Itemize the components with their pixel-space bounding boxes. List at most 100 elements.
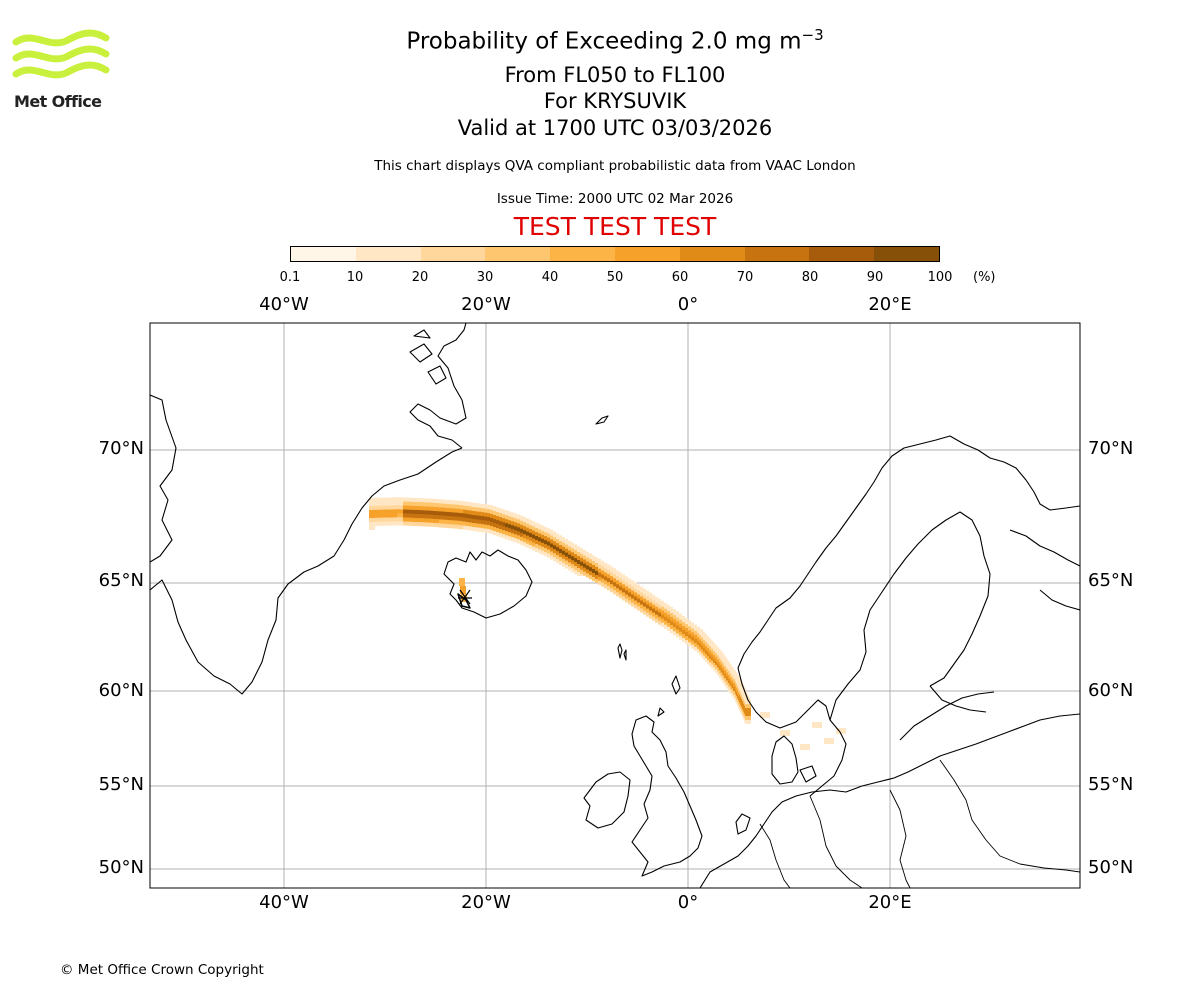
plume-cell xyxy=(703,635,709,640)
plume-cell xyxy=(694,626,700,631)
colorbar-unit: (%) xyxy=(973,270,996,285)
ash-plume xyxy=(369,497,846,750)
colorbar-tick-label: 20 xyxy=(411,270,429,285)
colorbar-tick-label: 30 xyxy=(476,270,494,285)
plume-cell xyxy=(722,659,729,664)
plume-cell xyxy=(699,631,705,636)
chart-title: Probability of Exceeding 2.0 mg m−3 xyxy=(406,26,824,55)
plume-cell xyxy=(460,586,466,594)
colorbar-tick-label: 60 xyxy=(671,270,689,285)
plume-cell xyxy=(646,592,652,597)
plume-cell xyxy=(731,672,738,677)
plume-cell xyxy=(631,582,637,587)
lat-label-left-50n: 50°N xyxy=(98,857,144,878)
plume-cell xyxy=(691,624,697,629)
map-frame xyxy=(149,322,1081,889)
colorbar-tick-label: 40 xyxy=(541,270,559,285)
plume-cell xyxy=(634,584,640,589)
lon-label-top-20e: 20°E xyxy=(868,294,912,315)
plume-cell xyxy=(640,588,646,593)
plume-cell xyxy=(720,656,727,661)
plume-cell xyxy=(697,629,703,634)
volcano-marker-icon xyxy=(458,589,472,605)
lon-label-bottom-0: 0° xyxy=(677,892,699,913)
plume-cell xyxy=(613,570,619,575)
plume-cell xyxy=(670,609,676,614)
plume-cell xyxy=(780,730,790,736)
colorbar-segment xyxy=(679,247,745,261)
plume-cell xyxy=(824,738,834,744)
plume-cell xyxy=(738,684,744,689)
plume-cell xyxy=(610,568,616,573)
europe-coast xyxy=(699,713,1080,888)
lat-label-left-60n: 60°N xyxy=(98,680,144,701)
ireland-coast xyxy=(583,771,631,829)
plume-cell xyxy=(745,700,751,704)
plume-cell xyxy=(664,604,670,609)
lat-label-right-60n: 60°N xyxy=(1088,680,1134,701)
plume-cell xyxy=(717,651,723,656)
colorbar-segment xyxy=(809,247,875,261)
colorbar-tick-label: 100 xyxy=(927,270,953,285)
colorbar-tick-label: 10 xyxy=(346,270,364,285)
denmark-coast xyxy=(771,735,817,785)
plume-cell xyxy=(745,712,751,716)
plume-cell xyxy=(727,667,734,672)
plume-cell xyxy=(760,712,770,718)
plume-cell xyxy=(652,596,658,601)
flight-level-range: From FL050 to FL100 xyxy=(504,63,726,87)
plume-cell xyxy=(742,693,748,698)
colorbar-segment xyxy=(744,247,810,261)
valid-time: Valid at 1700 UTC 03/03/2026 xyxy=(457,116,773,140)
plume-cell xyxy=(622,576,628,581)
plume-cell xyxy=(745,720,751,724)
colorbar-tick-label: 0.1 xyxy=(279,270,301,285)
plume-cell xyxy=(709,642,715,647)
lon-label-bottom-20e: 20°E xyxy=(868,892,912,913)
plume-cell xyxy=(607,566,613,571)
lat-label-right-50n: 50°N xyxy=(1088,857,1134,878)
plume-cell xyxy=(812,722,822,728)
plume-cell xyxy=(619,574,625,579)
plume-cell xyxy=(658,600,664,605)
plume-cell xyxy=(713,646,719,651)
coastlines xyxy=(150,323,1080,888)
colorbar-tick-label: 50 xyxy=(606,270,624,285)
plume-cell xyxy=(743,695,749,700)
description-text: This chart displays QVA compliant probab… xyxy=(374,158,856,174)
lon-label-top-40w: 40°W xyxy=(259,294,309,315)
greenland-coast xyxy=(150,394,463,695)
colorbar-segment xyxy=(291,247,356,261)
plume-cell xyxy=(655,598,661,603)
great-britain-coast xyxy=(631,715,703,877)
lat-label-left-70n: 70°N xyxy=(98,438,144,459)
plume-cell xyxy=(701,633,707,638)
plume-cell xyxy=(628,580,634,585)
colorbar-tick-label: 90 xyxy=(866,270,884,285)
plume-cell xyxy=(682,618,688,622)
plume-cell xyxy=(735,677,741,682)
plume-cell xyxy=(744,697,750,702)
issue-time: Issue Time: 2000 UTC 02 Mar 2026 xyxy=(496,191,734,207)
colorbar-segment xyxy=(485,247,551,261)
plume-cell xyxy=(715,649,721,654)
plume-cell xyxy=(577,572,583,576)
lon-label-bottom-20w: 20°W xyxy=(461,892,511,913)
plume-cell xyxy=(740,688,746,693)
colorbar-segment xyxy=(550,247,615,261)
plume-cell xyxy=(685,620,691,625)
plume-cell xyxy=(741,691,747,696)
met-office-logo-icon xyxy=(12,29,110,79)
lat-label-right-70n: 70°N xyxy=(1088,438,1134,459)
plume-cell xyxy=(673,611,679,616)
lat-label-right-55n: 55°N xyxy=(1088,774,1134,795)
logo-text: Met Office xyxy=(14,92,102,111)
plume-cell xyxy=(688,622,694,627)
plume-cell xyxy=(649,594,655,599)
plume-cell xyxy=(737,682,743,687)
plume-cell xyxy=(667,606,673,611)
lon-label-bottom-40w: 40°W xyxy=(259,892,309,913)
plume-cell xyxy=(724,661,731,666)
plume-cell xyxy=(369,526,375,530)
